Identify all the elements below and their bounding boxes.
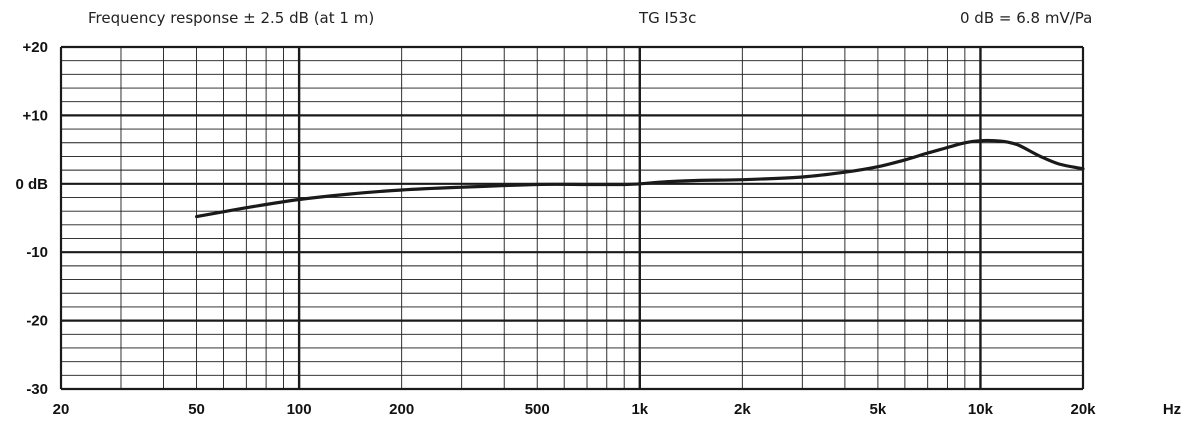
x-tick-label: 100	[287, 401, 312, 418]
x-tick-label: 50	[188, 401, 205, 418]
y-tick-label: -10	[26, 244, 48, 261]
y-tick-label: -30	[26, 381, 48, 398]
x-tick-label: 2k	[734, 401, 751, 418]
y-tick-labels: +20 +10 0 dB -10 -20 -30	[15, 39, 48, 398]
chart-title-left: Frequency response ± 2.5 dB (at 1 m)	[88, 9, 374, 27]
x-unit-label: Hz	[1163, 401, 1181, 418]
y-tick-label: 0 dB	[15, 176, 48, 193]
x-tick-label: 10k	[968, 401, 994, 418]
chart-title-center: TG I53c	[638, 9, 696, 27]
x-tick-labels: 20 50 100 200 500 1k 2k 5k 10k 20k	[53, 401, 1097, 418]
grid	[59, 45, 1085, 391]
x-tick-label: 20k	[1070, 401, 1096, 418]
x-tick-label: 5k	[870, 401, 887, 418]
x-tick-label: 500	[525, 401, 550, 418]
response-curve	[195, 138, 1085, 219]
x-tick-label: 200	[389, 401, 414, 418]
y-tick-label: +20	[23, 39, 48, 56]
x-tick-label: 20	[53, 401, 70, 418]
y-tick-label: +10	[23, 107, 48, 124]
chart-title-right: 0 dB = 6.8 mV/Pa	[960, 9, 1092, 27]
y-tick-label: -20	[26, 313, 48, 330]
x-tick-label: 1k	[631, 401, 648, 418]
